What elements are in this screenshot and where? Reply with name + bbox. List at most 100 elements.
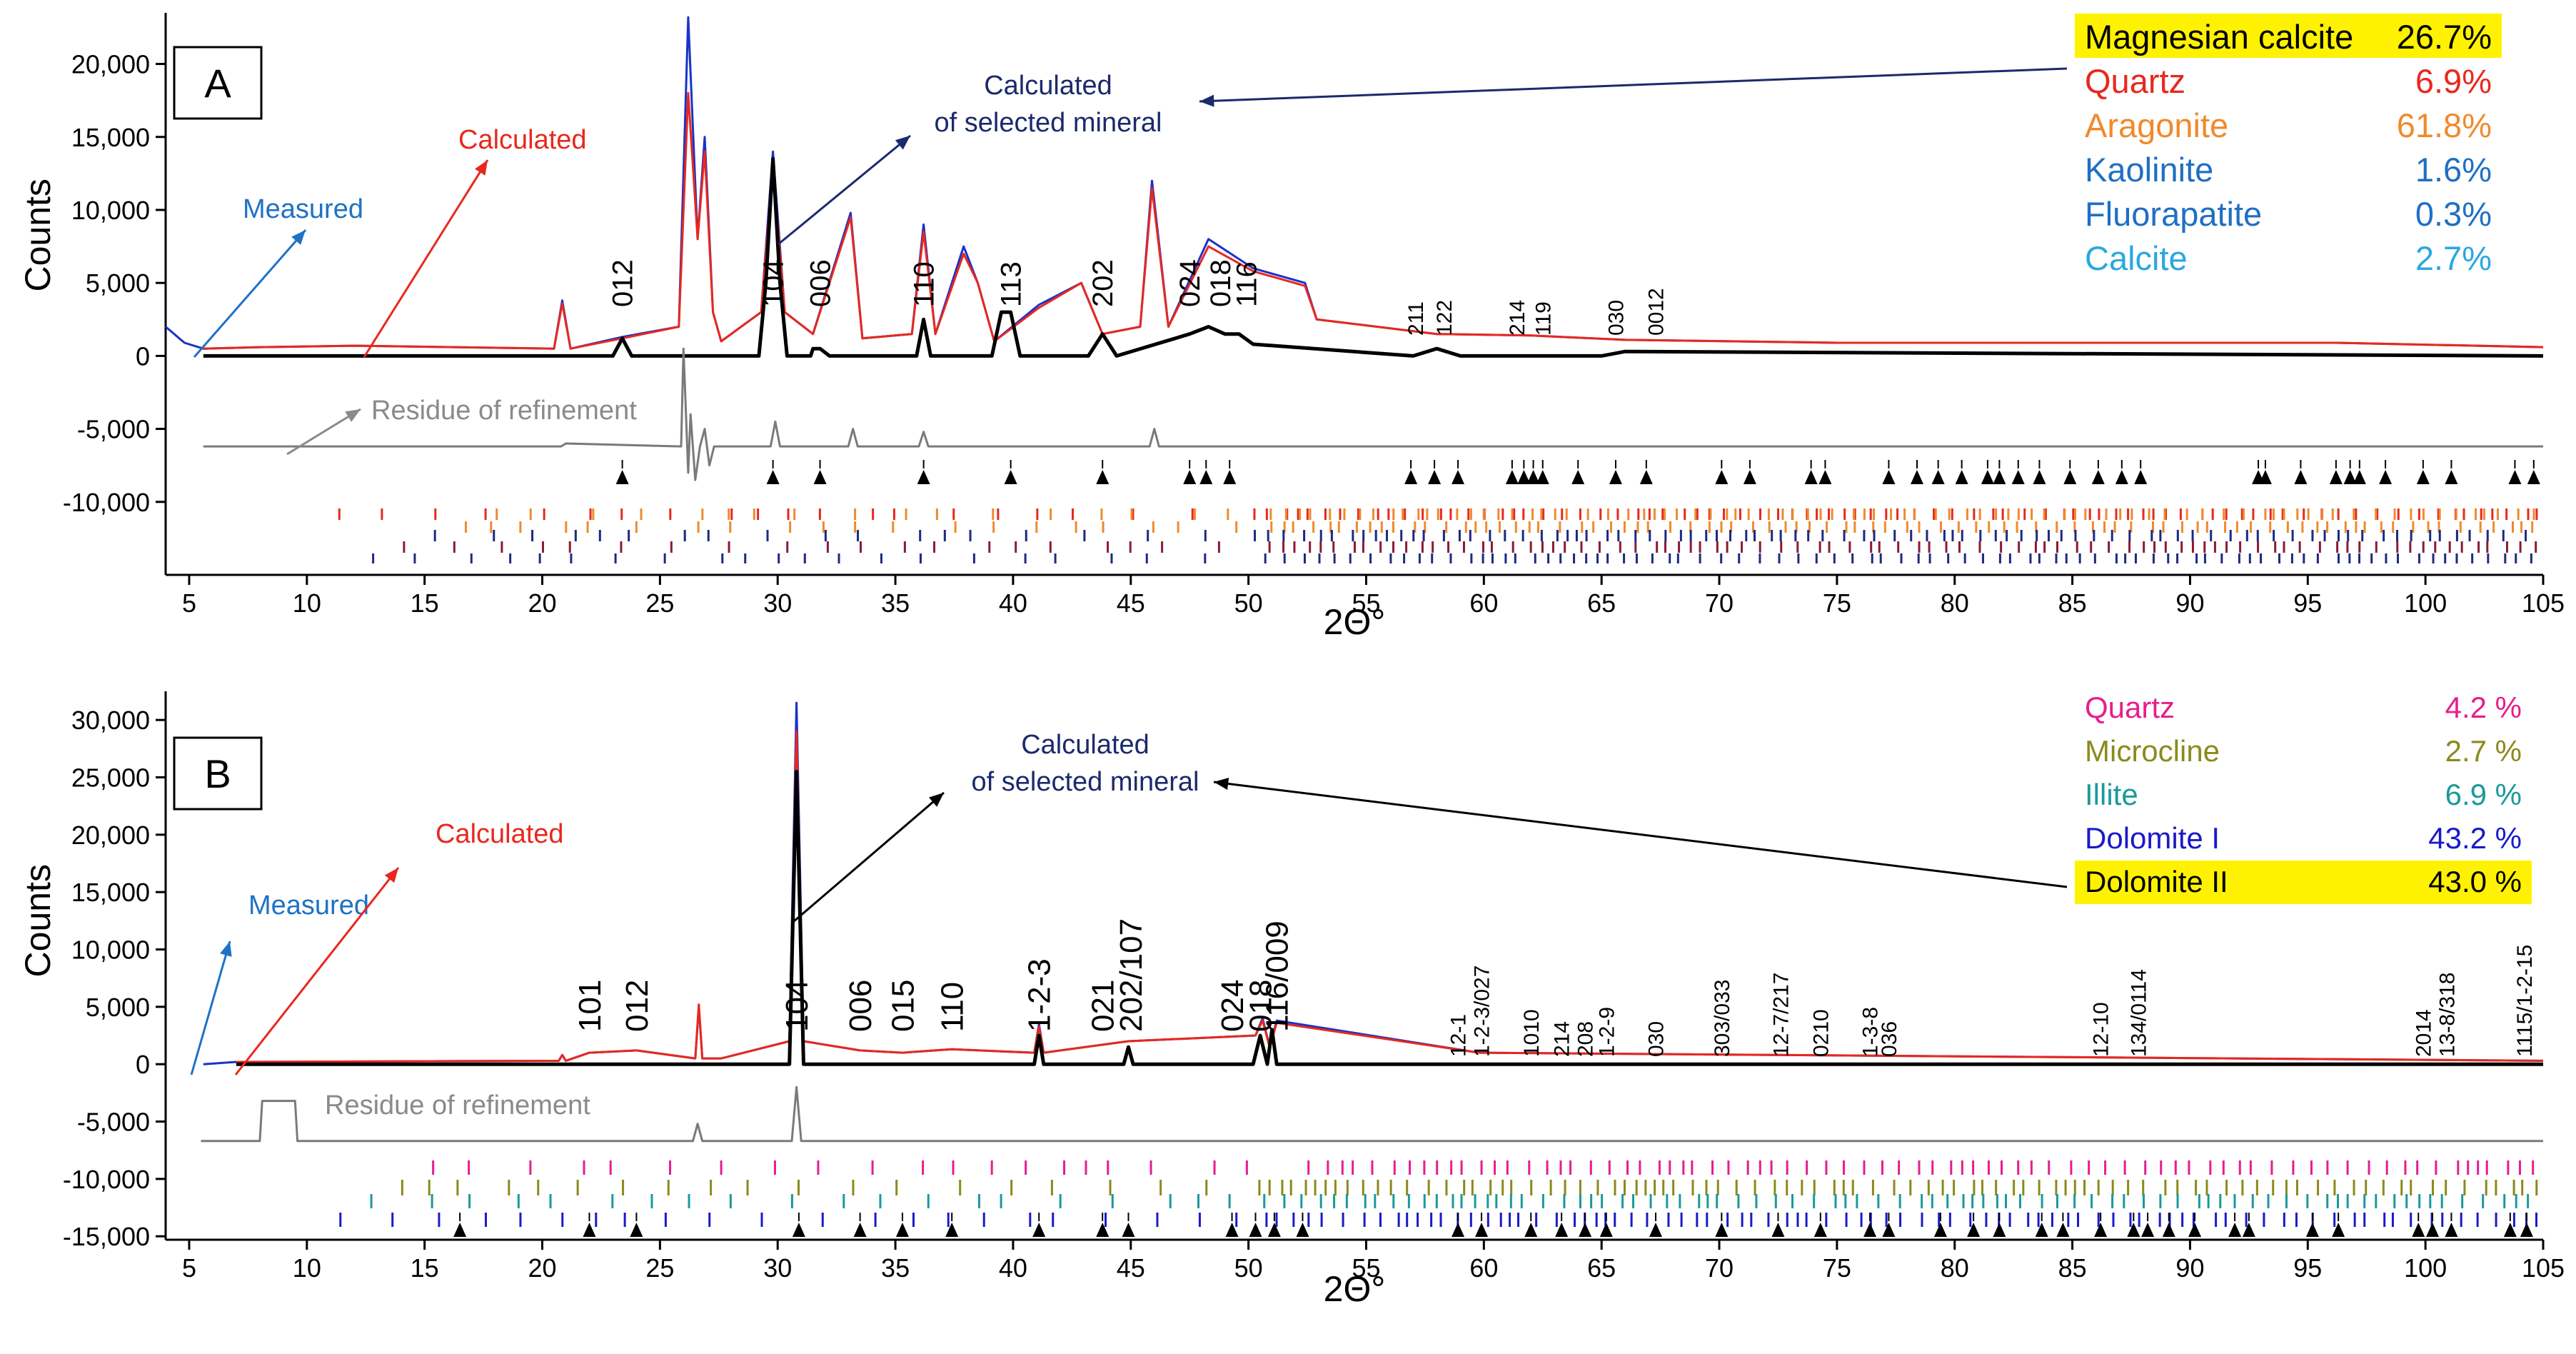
x-tick-label: 50 [1234, 1253, 1263, 1283]
x-tick-label: 10 [293, 1253, 321, 1283]
reflection-tick-row [432, 1160, 2535, 1175]
x-tick-label: 65 [1587, 588, 1616, 618]
calculated-arrow-line [363, 159, 489, 358]
selected-legend-arrow-head [1199, 94, 1214, 107]
legend-value: 43.2 % [2428, 821, 2522, 855]
peak-marker [2258, 470, 2272, 484]
peak-marker [1096, 1223, 1110, 1237]
peak-marker [2134, 470, 2148, 484]
peak-label: 030 [1645, 1021, 1669, 1057]
reflection-tick-row [401, 1180, 2538, 1195]
panel-label-box [173, 736, 263, 811]
y-tick-label: 0 [136, 341, 150, 371]
peak-label: 13-8/318 [2435, 973, 2459, 1057]
annotation-residue: Residue of refinement [325, 1090, 590, 1120]
peak-marker [1981, 470, 1994, 484]
y-tick-label: -5,000 [77, 1108, 150, 1137]
peak-marker [2379, 470, 2393, 484]
peak-marker [2445, 470, 2458, 484]
x-axis-label: 2Θ° [1324, 1269, 1386, 1309]
annotation-selected-line-1: Calculated [984, 71, 1112, 101]
peak-label: 021 [1086, 980, 1121, 1032]
annotation-calculated: Calculated [458, 125, 587, 155]
peak-label: 015 [885, 980, 920, 1032]
series-line-residue-of-refinement [201, 1085, 2543, 1143]
legend-name: Fluorapatite [2085, 195, 2262, 233]
legend-value: 2.7 % [2445, 734, 2522, 768]
peak-label: 214 [1506, 300, 1529, 336]
peak-label: 036 [1878, 1021, 1901, 1057]
measured-arrow-line [193, 229, 307, 358]
reflection-tick-row [403, 541, 2537, 553]
y-tick-label: 0 [136, 1050, 150, 1079]
panel-label: A [204, 61, 231, 106]
peak-label: 104 [780, 980, 815, 1032]
x-tick-label: 5 [182, 588, 196, 618]
panel-B: 5 10 15 20 25 30 35 40 45 50 55 60 65 70 75 80 85 90 95 100… [18, 691, 2565, 1309]
peak-label: 2014 [2412, 1009, 2435, 1057]
panel-A: 5 10 15 20 25 30 35 40 45 50 55 60 65 70 75 80 85 90 95 100… [18, 13, 2565, 642]
calculated-arrow-head [384, 868, 398, 883]
peak-marker [813, 470, 827, 484]
calculated-arrow-line [234, 867, 400, 1075]
legend-highlight [2075, 14, 2502, 58]
legend-value: 2.7% [2415, 239, 2492, 277]
peak-marker [1993, 470, 2006, 484]
y-tick-label: 15,000 [71, 878, 150, 907]
legend-value: 0.3% [2415, 195, 2492, 233]
x-tick-label: 50 [1234, 588, 1263, 618]
x-tick-label: 45 [1117, 1253, 1145, 1283]
x-tick-label: 80 [1941, 588, 1969, 618]
peak-marker [2056, 1223, 2070, 1237]
peak-label: 012 [620, 980, 655, 1032]
peak-marker [1199, 470, 1213, 484]
peak-marker [1505, 470, 1519, 484]
measured-arrow-head [220, 941, 232, 957]
peak-marker [1599, 1223, 1613, 1237]
x-tick-label: 25 [645, 1253, 674, 1283]
x-tick-label: 95 [2293, 1253, 2322, 1283]
peak-label: 0012 [1645, 288, 1669, 336]
peak-marker [1296, 1223, 1309, 1237]
peak-label: 12-10 [2090, 1002, 2113, 1057]
measured-arrow-line [190, 941, 231, 1075]
series-line-calculated-of-selected-mineral [203, 156, 2544, 358]
x-tick-label: 15 [411, 588, 439, 618]
legend-value: 61.8% [2397, 106, 2492, 144]
x-tick-label: 60 [1469, 588, 1498, 618]
peak-marker [1882, 470, 1896, 484]
peak-marker [2527, 470, 2540, 484]
peak-marker [2115, 470, 2128, 484]
y-tick-label: 15,000 [71, 123, 150, 152]
series-line-calculated-of-selected-mineral [236, 770, 2543, 1066]
peak-marker [630, 1223, 643, 1237]
y-tick-label: 10,000 [71, 936, 150, 965]
x-tick-label: 40 [999, 588, 1027, 618]
peak-label: 1-3-8 [1859, 1007, 1883, 1057]
peak-label: 113 [996, 261, 1027, 307]
annotation-measured: Measured [243, 194, 363, 224]
x-tick-label: 20 [528, 1253, 557, 1283]
peak-label: 202 [1087, 259, 1119, 307]
x-tick-label: 105 [2522, 588, 2565, 618]
peak-marker [2426, 1223, 2440, 1237]
peak-marker [1955, 470, 1968, 484]
y-tick-label: 20,000 [71, 50, 150, 79]
peak-marker [2063, 470, 2077, 484]
peak-label: 006 [843, 980, 878, 1032]
peak-label: 1010 [1520, 1009, 1544, 1057]
peak-label: 208 [1574, 1021, 1598, 1057]
y-tick-label: 20,000 [71, 821, 150, 850]
peak-marker [2503, 1223, 2517, 1237]
reflection-tick-row [339, 1213, 2537, 1227]
annotation-selected-line-1: Calculated [1021, 730, 1149, 760]
reflection-tick-row [372, 553, 2532, 563]
peak-marker [1004, 470, 1017, 484]
peak-label: 104 [758, 259, 790, 307]
legend-highlight [2075, 861, 2532, 904]
peak-marker [1404, 470, 1418, 484]
legend-name: Magnesian calcite [2085, 18, 2353, 56]
peak-marker [1804, 470, 1818, 484]
peak-marker [766, 470, 780, 484]
peak-marker [1526, 470, 1540, 484]
